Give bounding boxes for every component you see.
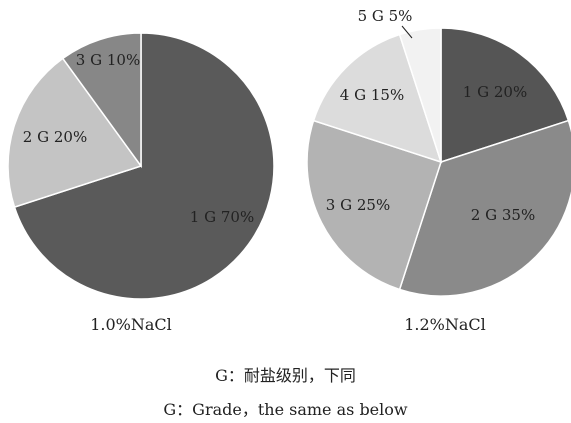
footnote-chinese: G：耐盐级别，下同: [215, 366, 356, 385]
pie-slice-1-2-nacl-1-g: [440, 27, 570, 164]
pie-slice-1-2-nacl-4-g: [312, 33, 443, 164]
slice-label-1-0-nacl-1-g: 1 G 70%: [190, 208, 254, 226]
slice-label-1-2-nacl-5-g: 5 G 5%: [358, 7, 413, 25]
pie-slice-1-0-nacl-2-g: [7, 57, 143, 209]
slice-label-1-0-nacl-2-g: 2 G 20%: [23, 128, 87, 146]
pie-slice-1-0-nacl-1-g: [13, 32, 275, 300]
leader-line-1-2-nacl-5-g: [401, 25, 413, 39]
pie-chart-1-0-nacl: 1 G 70% 2 G 20% 3 G 10%: [7, 32, 275, 300]
pie-slice-1-2-nacl-5-g: [398, 27, 442, 163]
pie-slice-1-2-nacl-3-g: [306, 119, 442, 291]
pie-chart-1-2-nacl: 1 G 20% 2 G 35% 3 G 25% 4 G 15% 5 G 5%: [306, 7, 571, 297]
chart-title-1-2-nacl: 1.2%NaCl: [404, 315, 486, 334]
slice-label-1-2-nacl-3-g: 3 G 25%: [326, 196, 390, 214]
pie-slice-1-0-nacl-3-g: [61, 32, 142, 169]
footnote-english: G：Grade，the same as below: [163, 400, 408, 419]
slice-label-1-2-nacl-2-g: 2 G 35%: [471, 206, 535, 224]
slice-label-1-0-nacl-3-g: 3 G 10%: [76, 51, 140, 69]
pie-slice-1-2-nacl-2-g: [398, 119, 571, 297]
chart-title-1-0-nacl: 1.0%NaCl: [90, 315, 172, 334]
slice-label-1-2-nacl-1-g: 1 G 20%: [463, 83, 527, 101]
slice-label-1-2-nacl-4-g: 4 G 15%: [340, 86, 404, 104]
